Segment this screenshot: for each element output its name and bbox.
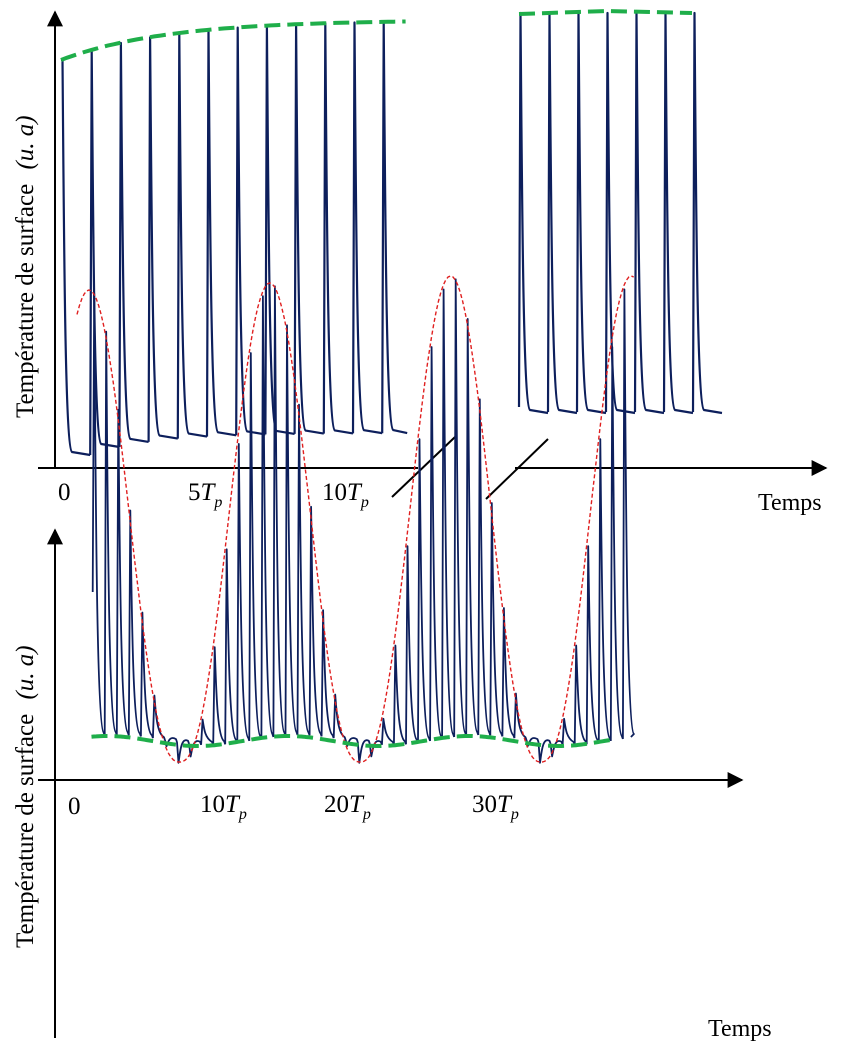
top-pulse bbox=[293, 23, 324, 435]
bottom-pulse bbox=[453, 278, 468, 738]
top-pulse bbox=[351, 21, 383, 435]
bottom-pulse bbox=[260, 295, 275, 739]
bottom-pulse bbox=[164, 737, 178, 748]
bottom-x-tick-20tp: 20Tp bbox=[324, 791, 371, 823]
bottom-pulse bbox=[200, 718, 215, 746]
top-pulse bbox=[235, 26, 266, 436]
bottom-x-tick-labels: 0 10Tp 20Tp 30Tp bbox=[68, 791, 519, 823]
top-axis-break-slash-right bbox=[485, 438, 549, 500]
bottom-pulse bbox=[356, 739, 371, 764]
bottom-pulse bbox=[465, 318, 480, 736]
top-x-tick-10tp: 10Tp bbox=[322, 479, 369, 511]
top-pulse bbox=[61, 58, 91, 457]
bottom-x-tick-0: 0 bbox=[68, 793, 81, 820]
top-pulse bbox=[118, 41, 149, 448]
bottom-pulse bbox=[152, 694, 166, 741]
bottom-pulse bbox=[622, 288, 635, 739]
top-pulse bbox=[604, 11, 636, 415]
bottom-pulse bbox=[501, 607, 516, 739]
bottom-pulse bbox=[127, 509, 142, 737]
top-pulse bbox=[176, 32, 208, 439]
bottom-pulse bbox=[248, 352, 263, 741]
bottom-x-tick-30tp: 30Tp bbox=[472, 791, 519, 823]
top-pulse bbox=[662, 11, 694, 415]
top-pulse bbox=[205, 28, 237, 437]
top-x-tick-0: 0 bbox=[58, 479, 71, 506]
bottom-baseline-envelope bbox=[91, 734, 613, 748]
top-pulse bbox=[691, 11, 723, 415]
bottom-pulse bbox=[224, 548, 239, 745]
bottom-pulse bbox=[381, 717, 395, 746]
bottom-pulse bbox=[525, 737, 540, 747]
bottom-pulse bbox=[609, 346, 624, 741]
top-temperature-series bbox=[61, 11, 723, 457]
bottom-pulse bbox=[537, 739, 552, 764]
bottom-pulse bbox=[212, 646, 227, 746]
top-x-tick-5tp: 5Tp bbox=[188, 479, 222, 511]
top-peak-envelope-left bbox=[60, 19, 406, 62]
bottom-pulse bbox=[140, 611, 154, 739]
top-pulse bbox=[264, 24, 295, 435]
bottom-pulse bbox=[320, 609, 335, 739]
top-pulse bbox=[546, 11, 578, 415]
top-y-axis-label: Température de surface (u. a) bbox=[12, 115, 39, 418]
bottom-pulse bbox=[573, 644, 588, 746]
bottom-pulse bbox=[417, 438, 431, 743]
bottom-chart: Température de surface (u. a) 0 10Tp 20T… bbox=[12, 275, 772, 1042]
bottom-temperature-series bbox=[91, 278, 635, 764]
bottom-pulse bbox=[308, 505, 323, 737]
bottom-pulse bbox=[284, 324, 299, 736]
bottom-pulse bbox=[441, 288, 456, 739]
top-pulse bbox=[322, 22, 354, 435]
top-chart: Température de surface (u. a) 0 5Tp 10Tp… bbox=[12, 8, 828, 516]
top-pulse bbox=[633, 11, 665, 415]
bottom-pulse bbox=[429, 346, 443, 741]
bottom-pulse bbox=[585, 545, 600, 745]
bottom-pulse bbox=[103, 330, 118, 736]
bottom-pulse bbox=[272, 285, 287, 738]
top-x-axis-title: Temps bbox=[758, 490, 822, 516]
bottom-x-axis-title: Temps bbox=[708, 1016, 772, 1042]
bottom-pulse bbox=[176, 739, 190, 764]
top-x-tick-labels: 0 5Tp 10Tp bbox=[58, 479, 369, 511]
bottom-y-axis-label: Température de surface (u. a) bbox=[12, 645, 39, 948]
bottom-pulse bbox=[393, 644, 407, 746]
bottom-pulse bbox=[477, 398, 492, 736]
top-pulse bbox=[575, 11, 607, 415]
bottom-pulse bbox=[368, 740, 383, 758]
top-pulse bbox=[517, 11, 549, 415]
bottom-x-tick-10tp: 10Tp bbox=[200, 791, 247, 823]
bottom-pulse bbox=[296, 403, 311, 736]
bottom-pulse bbox=[561, 717, 576, 746]
bottom-pulse bbox=[489, 502, 504, 737]
bottom-pulse bbox=[513, 692, 528, 741]
bottom-pulse bbox=[344, 737, 359, 747]
bottom-pulse bbox=[549, 740, 564, 758]
bottom-pulse bbox=[115, 408, 130, 736]
bottom-pulse bbox=[405, 545, 419, 745]
bottom-pulse bbox=[597, 438, 612, 743]
bottom-pulse bbox=[236, 443, 251, 743]
bottom-pulse bbox=[332, 693, 347, 741]
bottom-peak-envelope bbox=[76, 275, 634, 763]
bottom-pulse bbox=[91, 292, 106, 736]
top-pulse bbox=[381, 20, 408, 435]
top-pulse bbox=[147, 36, 178, 442]
top-peak-envelope-right bbox=[518, 8, 693, 16]
